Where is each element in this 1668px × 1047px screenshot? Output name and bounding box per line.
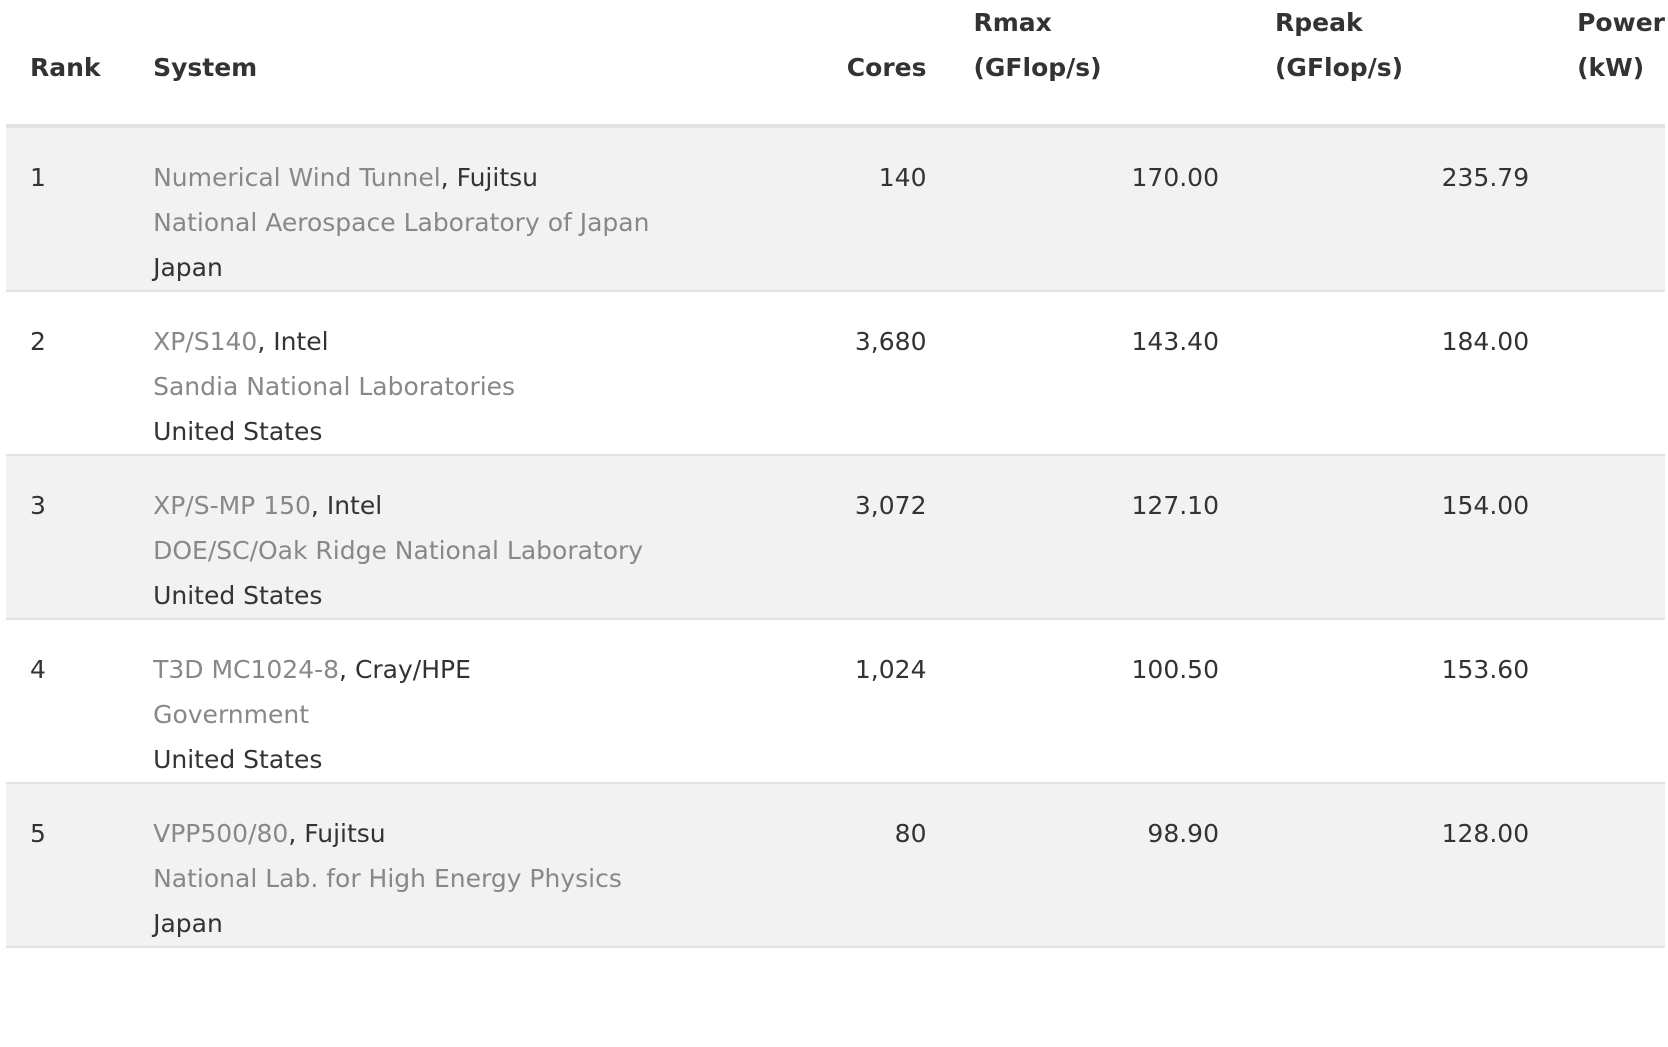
rmax-cell: 143.40	[926, 291, 1219, 456]
header-rpeak-unit: (GFlop/s)	[1275, 53, 1404, 82]
header-system[interactable]: System	[153, 0, 768, 128]
cores-cell: 3,680	[767, 291, 927, 456]
rmax-cell: 100.50	[926, 619, 1219, 784]
rpeak-cell: 153.60	[1219, 619, 1530, 784]
cores-cell: 140	[767, 126, 927, 292]
system-link[interactable]: XP/S140	[153, 327, 258, 356]
site-link[interactable]: Sandia National Laboratories	[153, 372, 516, 401]
country: Japan	[153, 253, 223, 282]
cores-cell: 3,072	[767, 455, 927, 620]
power-cell	[1529, 126, 1665, 292]
cores-cell: 80	[767, 783, 927, 948]
header-rpeak-title: Rpeak	[1275, 8, 1363, 37]
header-cores[interactable]: Cores	[767, 0, 927, 128]
power-cell	[1529, 291, 1665, 456]
vendor: , Intel	[257, 327, 329, 356]
header-power[interactable]: Power (kW)	[1529, 0, 1665, 128]
table-row: 2 XP/S140, Intel Sandia National Laborat…	[6, 291, 1665, 456]
cores-cell: 1,024	[767, 619, 927, 784]
system-cell: T3D MC1024-8, Cray/HPE Government United…	[153, 619, 768, 784]
site-link[interactable]: National Lab. for High Energy Physics	[153, 864, 622, 893]
power-cell	[1529, 783, 1665, 948]
table-row: 3 XP/S-MP 150, Intel DOE/SC/Oak Ridge Na…	[6, 455, 1665, 620]
power-cell	[1529, 455, 1665, 620]
header-row: Rank System Cores Rmax (GFlop/s) Rpeak (GF…	[6, 0, 1665, 128]
vendor: , Fujitsu	[440, 163, 538, 192]
rpeak-cell: 184.00	[1219, 291, 1530, 456]
country: United States	[153, 417, 323, 446]
system-link[interactable]: XP/S-MP 150	[153, 491, 311, 520]
table-row: 4 T3D MC1024-8, Cray/HPE Government Unit…	[6, 619, 1665, 784]
header-power-title: Power	[1577, 8, 1665, 37]
rmax-cell: 170.00	[926, 126, 1219, 292]
rank-cell: 1	[6, 126, 154, 292]
vendor: , Fujitsu	[288, 819, 386, 848]
rmax-cell: 127.10	[926, 455, 1219, 620]
vendor: , Intel	[310, 491, 383, 520]
rank-cell: 5	[6, 783, 154, 948]
top500-table: Rank System Cores Rmax (GFlop/s) Rpeak (GF…	[6, 0, 1665, 948]
rank-cell: 2	[6, 291, 154, 456]
country: United States	[153, 581, 323, 610]
rank-cell: 4	[6, 619, 154, 784]
system-link[interactable]: VPP500/80	[153, 819, 289, 848]
header-rmax-unit: (GFlop/s)	[973, 53, 1102, 82]
header-rpeak[interactable]: Rpeak (GFlop/s)	[1219, 0, 1530, 128]
header-rmax-title: Rmax	[973, 8, 1052, 37]
system-link[interactable]: T3D MC1024-8	[153, 655, 340, 684]
system-cell: Numerical Wind Tunnel, Fujitsu National …	[153, 126, 768, 292]
country: United States	[153, 745, 323, 774]
table-row: 5 VPP500/80, Fujitsu National Lab. for H…	[6, 783, 1665, 948]
rpeak-cell: 154.00	[1219, 455, 1530, 620]
site-link[interactable]: DOE/SC/Oak Ridge National Laboratory	[153, 536, 644, 565]
power-cell	[1529, 619, 1665, 784]
header-rank[interactable]: Rank	[6, 0, 154, 128]
table-row: 1 Numerical Wind Tunnel, Fujitsu Nationa…	[6, 126, 1665, 292]
rmax-cell: 98.90	[926, 783, 1219, 948]
rank-cell: 3	[6, 455, 154, 620]
country: Japan	[153, 909, 223, 938]
system-link[interactable]: Numerical Wind Tunnel	[153, 163, 441, 192]
vendor: , Cray/HPE	[339, 655, 471, 684]
rpeak-cell: 128.00	[1219, 783, 1530, 948]
rpeak-cell: 235.79	[1219, 126, 1530, 292]
site-link[interactable]: Government	[153, 700, 310, 729]
system-cell: XP/S140, Intel Sandia National Laborator…	[153, 291, 768, 456]
site-link[interactable]: National Aerospace Laboratory of Japan	[153, 208, 650, 237]
system-cell: VPP500/80, Fujitsu National Lab. for Hig…	[153, 783, 768, 948]
header-rmax[interactable]: Rmax (GFlop/s)	[926, 0, 1219, 128]
system-cell: XP/S-MP 150, Intel DOE/SC/Oak Ridge Nati…	[153, 455, 768, 620]
header-power-unit: (kW)	[1577, 53, 1645, 82]
